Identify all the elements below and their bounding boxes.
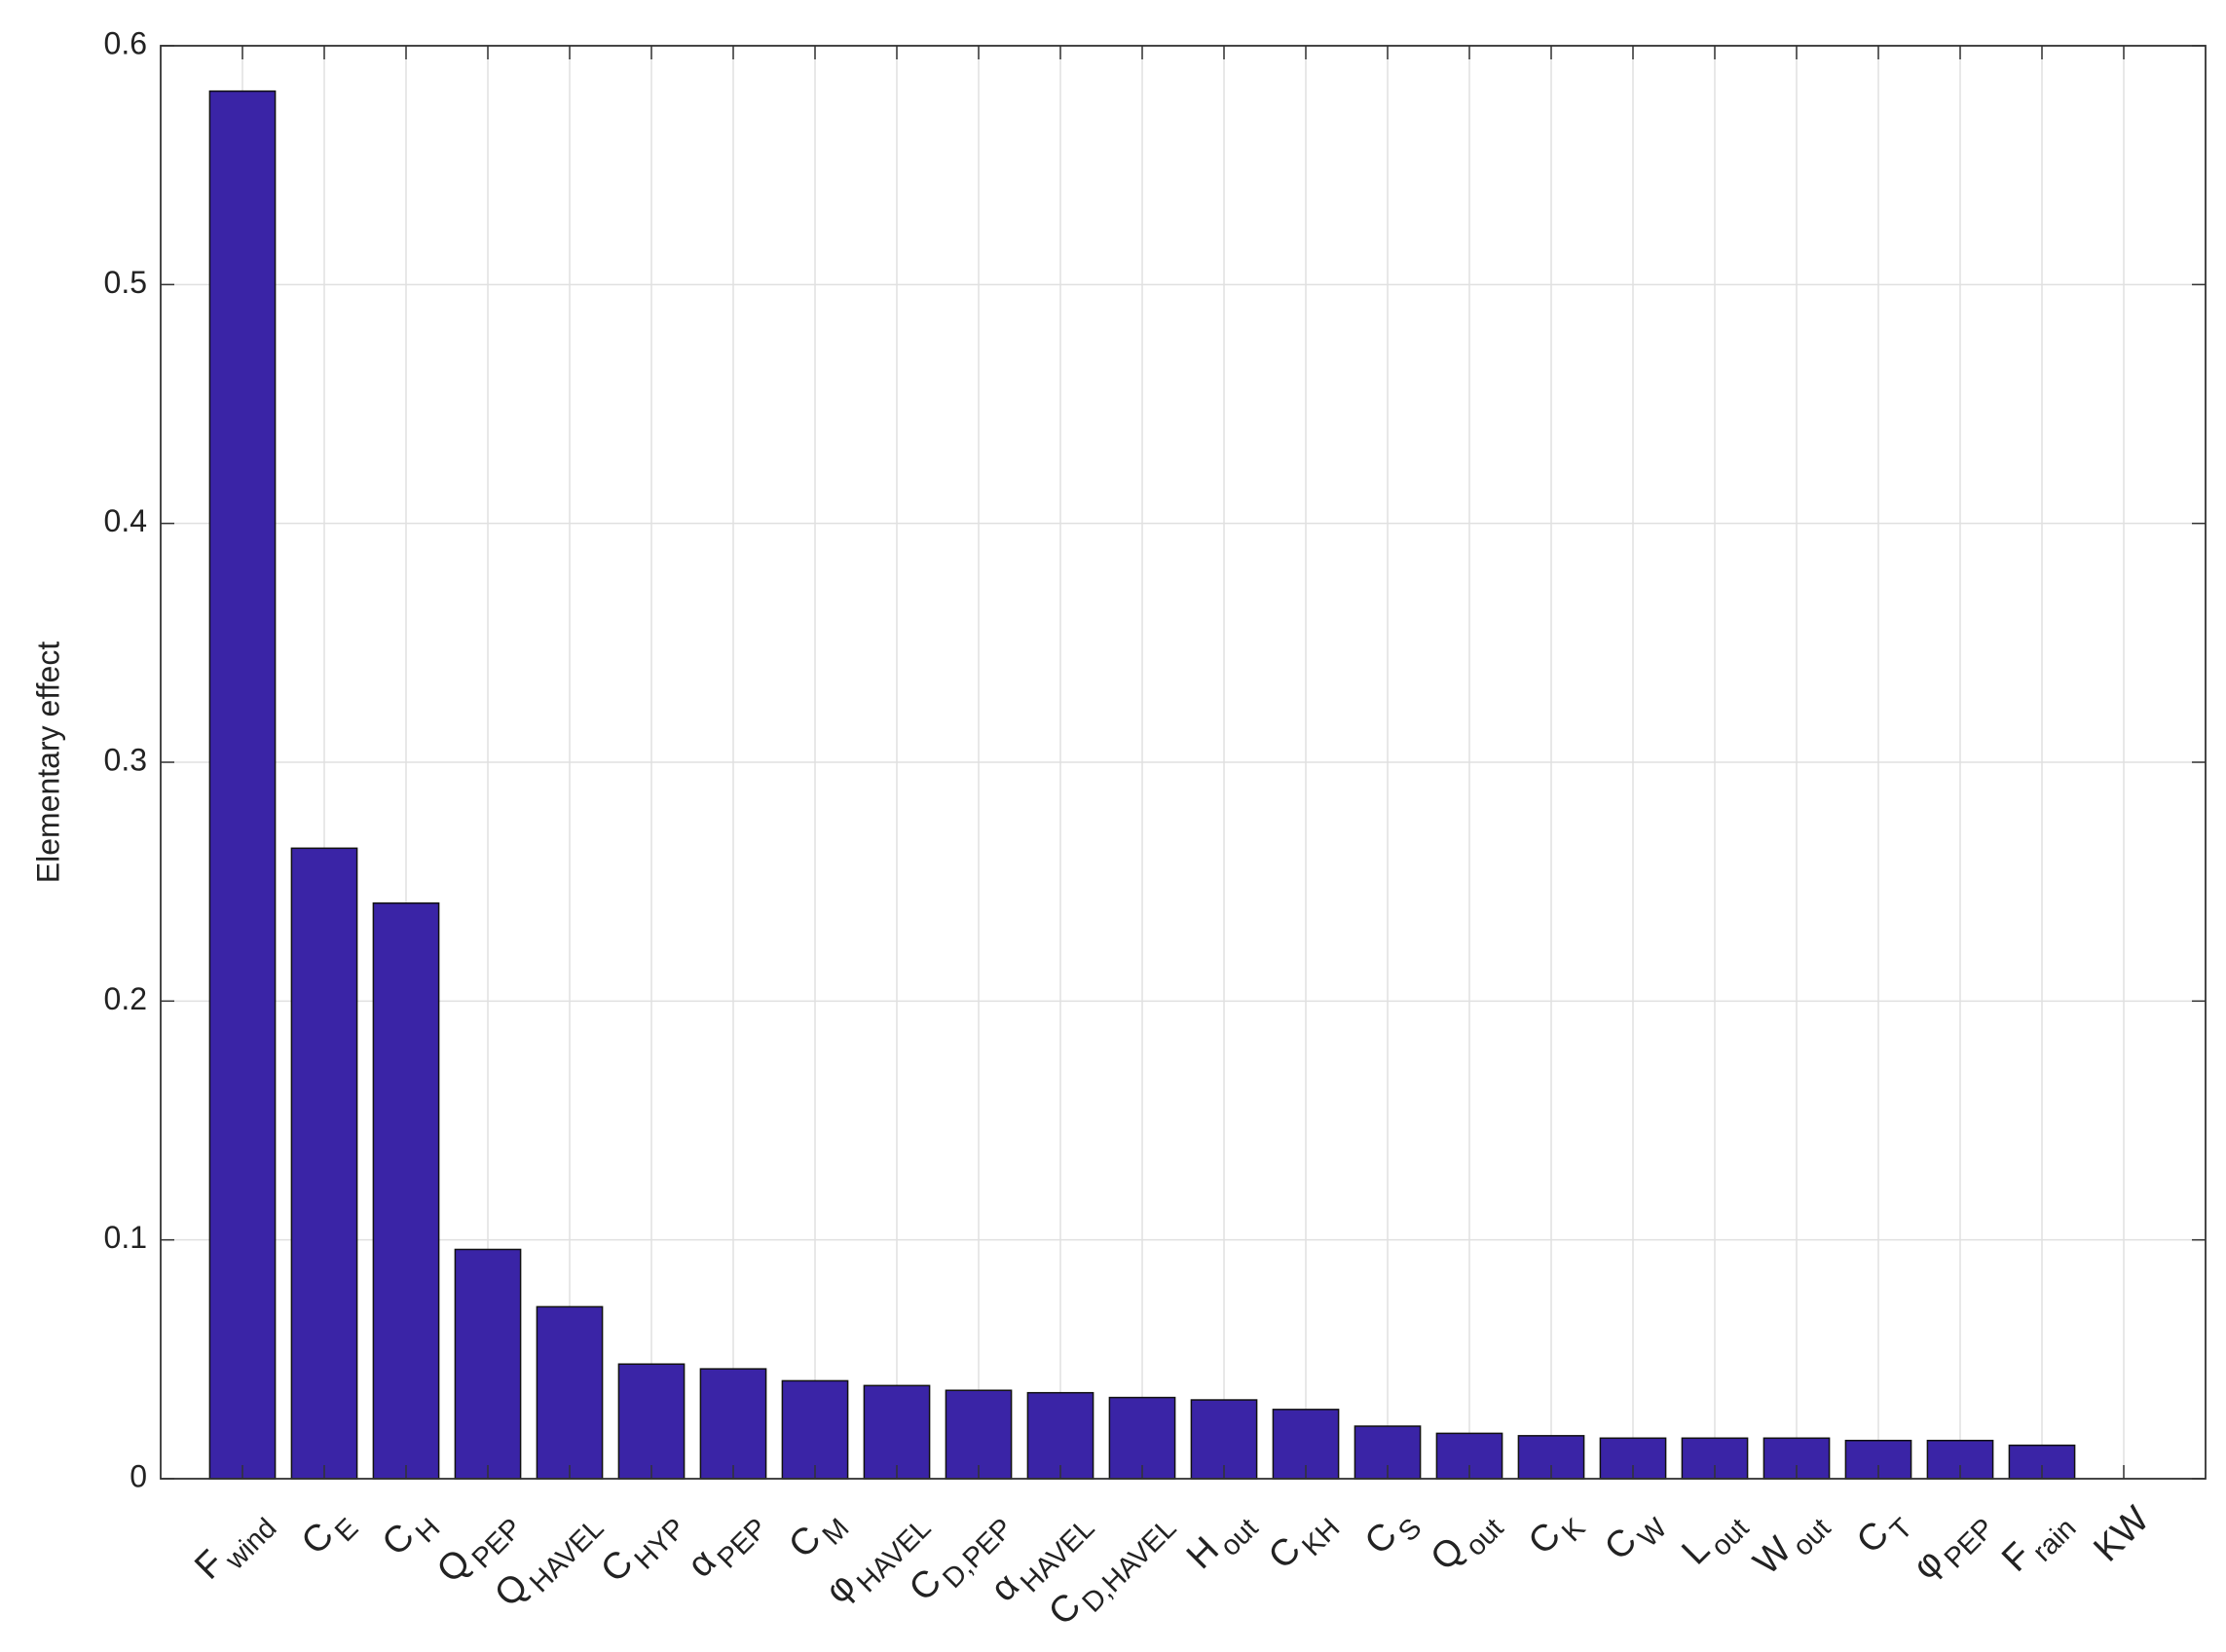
x-tick-label-subscript: HAVEL — [524, 1513, 610, 1598]
x-tick-label: αPEP — [680, 1499, 773, 1593]
x-tick-label-subscript: PEP — [712, 1513, 774, 1575]
bar — [454, 1248, 522, 1480]
x-tick-label: CK — [1521, 1498, 1592, 1569]
y-tick-label: 0.1 — [104, 1220, 147, 1255]
bar — [1026, 1391, 1094, 1480]
bar — [208, 90, 277, 1480]
y-tick-label: 0 — [130, 1458, 147, 1493]
bar — [863, 1384, 931, 1480]
x-tick-label-subscript: HYP — [629, 1513, 692, 1576]
x-tick-label: Lout — [1674, 1499, 1755, 1580]
x-tick-label: CHYP — [593, 1499, 691, 1597]
y-axis-label: Elementary effect — [30, 642, 65, 884]
x-tick-label-base: KW — [2086, 1499, 2157, 1570]
x-tick-label: Frain — [1994, 1499, 2082, 1587]
bar — [290, 847, 358, 1480]
x-tick-label-subscript: wind — [219, 1513, 283, 1577]
x-tick-label: CM — [781, 1499, 855, 1573]
x-tick-label: Wout — [1746, 1499, 1836, 1590]
axes-box — [160, 45, 2207, 1480]
x-tick-label-subscript: rain — [2027, 1513, 2083, 1568]
y-tick-label: 0.5 — [104, 265, 147, 300]
x-tick-label: Fwind — [187, 1499, 282, 1595]
x-tick-label: KW — [2086, 1499, 2157, 1570]
y-tick-label: 0.4 — [104, 503, 147, 538]
bar — [945, 1389, 1013, 1480]
x-tick-label-subscript: PEP — [1939, 1513, 2001, 1575]
y-tick-label: 0.3 — [104, 742, 147, 777]
x-tick-label: Hout — [1179, 1499, 1265, 1585]
bar — [699, 1368, 767, 1480]
x-tick-label-subscript: PEP — [466, 1513, 529, 1575]
x-tick-label: φPEP — [1905, 1499, 2000, 1595]
y-tick-label: 0.6 — [104, 25, 147, 60]
x-tick-label: CKH — [1261, 1499, 1347, 1585]
y-tick-label: 0.2 — [104, 981, 147, 1016]
bar — [372, 901, 440, 1480]
bar — [617, 1363, 686, 1480]
bar — [536, 1305, 604, 1480]
x-tick-label: CW — [1597, 1498, 1674, 1575]
x-tick-label: CE — [294, 1499, 365, 1570]
x-tick-label: CS — [1357, 1499, 1428, 1570]
x-tick-label: Qout — [1423, 1499, 1509, 1586]
bar — [781, 1379, 849, 1480]
